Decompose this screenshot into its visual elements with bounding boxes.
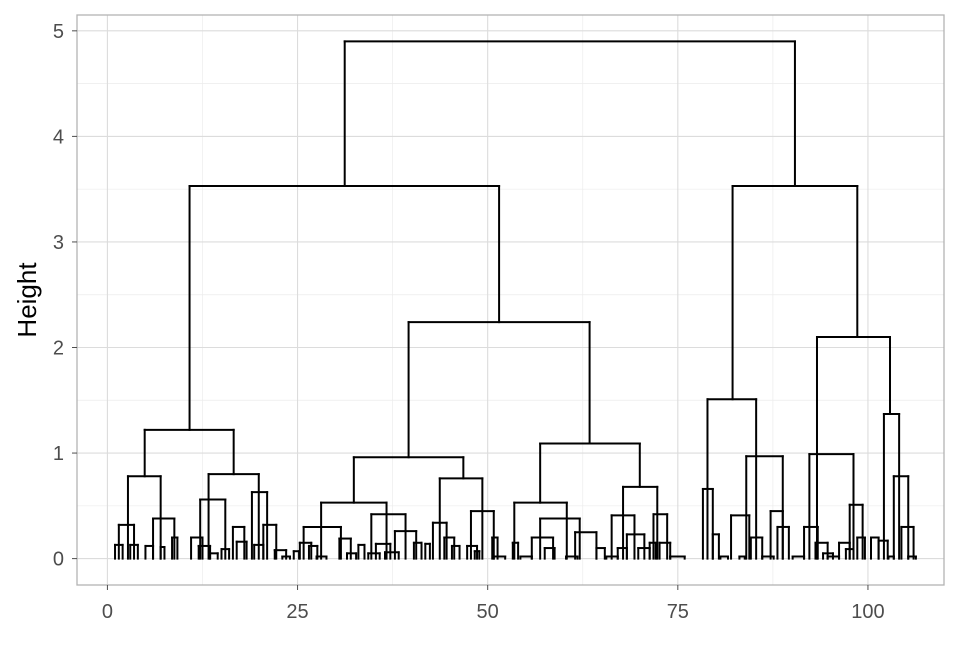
x-tick-label: 25 — [286, 601, 308, 623]
y-tick-label: 4 — [53, 126, 64, 148]
x-tick-label: 75 — [667, 601, 689, 623]
y-tick-label: 2 — [53, 338, 64, 360]
minor-gridlines — [77, 15, 944, 585]
dendrogram-branches — [114, 40, 917, 560]
y-tick-label: 0 — [53, 549, 64, 571]
y-tick-label: 1 — [53, 443, 64, 465]
y-axis-title: Height — [12, 262, 42, 338]
x-tick-label: 100 — [851, 601, 884, 623]
x-tick-label: 0 — [102, 601, 113, 623]
x-tick-label: 50 — [477, 601, 499, 623]
x-axis-ticks: 0 25 50 75 100 — [102, 585, 885, 623]
major-gridlines — [77, 15, 944, 585]
y-axis-ticks: 0 1 2 3 4 5 — [53, 21, 77, 571]
plot-frame — [76, 14, 945, 586]
y-tick-label: 3 — [53, 232, 64, 254]
y-tick-label: 5 — [53, 21, 64, 43]
